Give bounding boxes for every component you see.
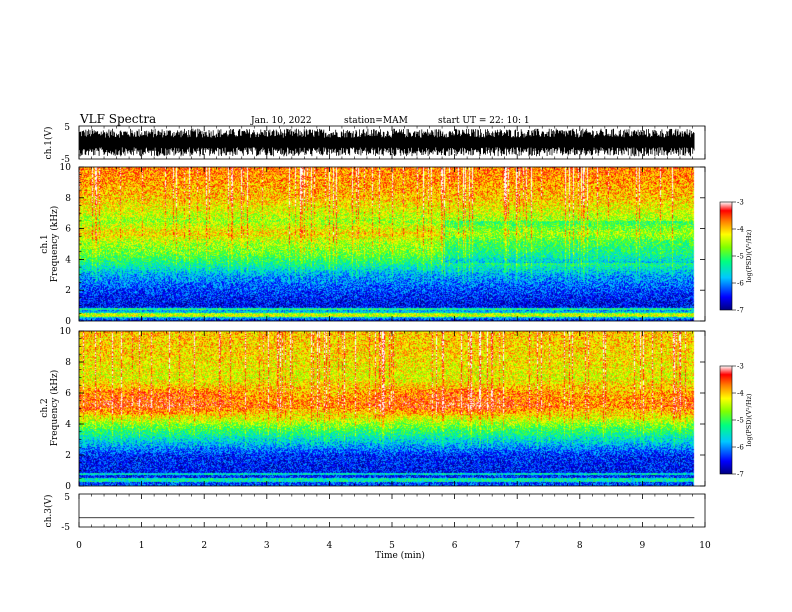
x-tick-label: 6 <box>452 541 458 551</box>
ch2-spec-ytick-label: 6 <box>65 389 71 399</box>
colorbar-ch2-gradient <box>719 365 733 475</box>
header-date: Jan. 10, 2022 <box>250 116 312 126</box>
ch3-wave-ylabel: ch.3(V) <box>43 495 54 528</box>
ch1-spec-ytick-label: 10 <box>60 163 72 173</box>
ch2-spec-ytick-label: 2 <box>65 451 71 461</box>
colorbar-ch1: -3 -4 -5 -6 -7 log(PSD)(V²/Hz) <box>719 199 753 315</box>
ch3-wave-ytick-top: 5 <box>64 493 70 503</box>
ch1-spec-ytick-label: 0 <box>65 317 71 327</box>
ch1-spec-ylabel: Frequency (kHz) <box>49 206 60 283</box>
ch2-spec-ytick-label: 0 <box>65 482 71 492</box>
x-tick-label: 1 <box>139 541 145 551</box>
colorbar-ch1-label: log(PSD)(V²/Hz) <box>745 229 753 282</box>
ch1-waveform-trace <box>79 128 695 157</box>
ch1-spec-ytick-label: 2 <box>65 286 71 296</box>
ch2-spec-ytick-label: 8 <box>65 358 71 368</box>
ch1-spec-ytick-label: 4 <box>65 255 71 265</box>
x-tick-label: 0 <box>76 541 82 551</box>
colorbar-ch1-gradient <box>719 201 733 311</box>
ch2-spec-ytick-label: 10 <box>60 327 72 337</box>
colorbar-ch1-tick-label: -4 <box>737 226 744 234</box>
colorbar-ch1-tick-label: -5 <box>737 253 744 261</box>
x-tick-label: 3 <box>264 541 270 551</box>
ch2-spec-ylabel: Frequency (kHz) <box>49 370 60 447</box>
x-tick-label: 9 <box>640 541 646 551</box>
panel-ch2-spectrogram: 0 2 4 6 8 10 ch.2 Frequency (kHz) <box>40 327 706 492</box>
x-axis-ticks <box>78 126 706 527</box>
ch1-wave-ytick-top: 5 <box>64 123 70 133</box>
ch2-spec-ylabel-channel: ch.2 <box>40 398 50 417</box>
x-tick-label: 10 <box>699 541 711 551</box>
ch1-spec-ytick-label: 8 <box>65 194 71 204</box>
ch3-wave-ytick-bottom: -5 <box>61 523 70 533</box>
ch1-spec-yticks: 0 2 4 6 8 10 <box>60 163 705 327</box>
colorbar-ch1-tick-label: -6 <box>737 280 744 288</box>
colorbar-ch2-label: log(PSD)(V²/Hz) <box>745 393 753 446</box>
colorbar-ch1-tick-label: -3 <box>737 199 744 207</box>
colorbar-ch2-ticks: -3 -4 -5 -6 -7 <box>732 363 744 479</box>
ch2-spectrogram-image <box>79 331 705 486</box>
ch1-spectrogram-image <box>79 167 705 321</box>
ch1-spec-ytick-label: 6 <box>65 225 71 235</box>
header-station: station=MAM <box>344 116 408 126</box>
panel-ch1-spectrogram: 0 2 4 6 8 10 ch.1 Frequency (kHz) <box>40 163 706 327</box>
ch1-waveform-segments <box>79 128 695 157</box>
colorbar-ch2-tick-label: -4 <box>737 390 744 398</box>
panel-ch3-waveform: 5 -5 ch.3(V) <box>43 493 706 533</box>
colorbar-ch1-ticks: -3 -4 -5 -6 -7 <box>732 199 744 315</box>
ch1-spec-ylabel-channel: ch.1 <box>40 234 50 253</box>
spec1-raster <box>79 167 705 321</box>
figure-title: VLF Spectra <box>79 112 156 126</box>
colorbar-ch2-tick-label: -6 <box>737 444 744 452</box>
x-tick-label: 2 <box>201 541 207 551</box>
ch1-wave-ylabel: ch.1(V) <box>43 127 54 160</box>
x-tick-label: 8 <box>577 541 583 551</box>
ch1-wave-ytick-bottom: -5 <box>61 155 70 165</box>
colorbar-ch2-tick-label: -3 <box>737 363 744 371</box>
colorbar-ch2: -3 -4 -5 -6 -7 log(PSD)(V²/Hz) <box>719 363 753 479</box>
x-tick-label: 5 <box>389 541 395 551</box>
x-axis-label: Time (min) <box>375 550 425 561</box>
header-start-time: start UT = 22: 10: 1 <box>438 116 530 126</box>
colorbar-ch2-tick-label: -5 <box>737 417 744 425</box>
ch2-spec-yticks: 0 2 4 6 8 10 <box>60 327 705 492</box>
ch2-spec-ytick-label: 4 <box>65 420 71 430</box>
colorbar-ch2-tick-label: -7 <box>737 471 744 479</box>
x-tick-label: 4 <box>327 541 333 551</box>
spec2-raster <box>79 331 705 486</box>
colorbar-ch1-tick-label: -7 <box>737 307 744 315</box>
panel-ch1-waveform: 5 -5 ch.1(V) <box>43 123 706 165</box>
x-tick-label: 7 <box>514 541 520 551</box>
x-axis-tick-labels: 0 1 2 3 4 5 6 7 8 9 10 <box>76 541 711 551</box>
